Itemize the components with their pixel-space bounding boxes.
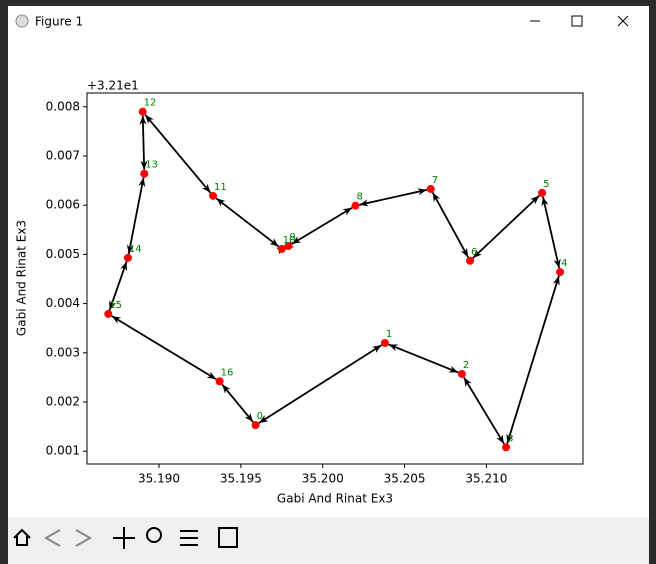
point [426,184,435,193]
point-label: 1 [386,329,392,340]
forward-button[interactable] [75,529,93,547]
x-tick-label: 35.205 [384,472,426,486]
arrow [258,344,383,424]
point [251,421,260,430]
arrow [388,343,459,374]
point [123,253,132,262]
point [215,377,224,386]
toolbar-buttons [13,527,238,549]
point [538,188,547,197]
y-tick-label: 0.007 [46,148,80,162]
point-label: 10 [283,235,296,246]
arrow [472,194,540,259]
y-tick-label: 0.005 [46,247,80,261]
arrow [221,383,254,423]
configure-button[interactable] [180,530,198,546]
arrow [541,196,561,269]
arrow [108,261,128,311]
point [140,169,149,178]
point-label: 7 [432,175,438,186]
y-tick-label: 0.008 [46,99,80,113]
y-tick-label: 0.003 [46,345,80,359]
arrow [463,376,505,445]
arrow [144,114,212,194]
arrow [291,206,353,245]
arrow [111,315,217,381]
point [138,107,147,116]
point-label: 4 [561,258,567,269]
point-label: 2 [463,360,469,371]
point-label: 8 [356,192,362,203]
point [284,242,293,251]
y-tick-label: 0.004 [46,296,80,310]
home-button[interactable] [13,528,31,546]
window-title: Figure 1 [35,15,83,29]
point [209,191,218,200]
arrow [506,275,560,444]
point-label: 11 [214,182,227,193]
y-axis-label: Gabi And Rinat Ex3 [15,220,29,336]
x-tick-label: 35.200 [302,472,344,486]
point-label: 12 [144,98,157,109]
arrow [139,115,148,170]
arrow [431,192,469,258]
point [466,256,475,265]
maximize-button[interactable] [571,15,583,27]
y-tick-label: 0.006 [46,198,80,212]
point-label: 9 [289,232,295,243]
y-offset-label: +3.21e1 [87,79,139,93]
point-label: 16 [221,367,234,378]
x-axis-label: Gabi And Rinat Ex3 [277,492,393,506]
point-label: 0 [257,411,263,422]
zoom-button[interactable] [146,527,162,543]
point [351,201,360,210]
point-label: 3 [507,433,513,444]
x-tick-label: 35.195 [220,472,262,486]
y-tick-label: 0.001 [46,444,80,458]
point-label: 5 [543,179,549,190]
point [457,369,466,378]
arrow [359,188,428,207]
axes [86,92,584,465]
point-label: 15 [109,300,122,311]
point-label: 14 [129,244,142,255]
point [104,309,113,318]
pan-button[interactable] [113,527,135,549]
close-button[interactable] [617,15,629,27]
point-label: 13 [145,160,158,171]
app-icon [15,14,29,28]
x-tick-label: 35.210 [465,472,507,486]
arrow [215,197,280,248]
y-tick-label: 0.002 [46,395,80,409]
point [380,338,389,347]
point [502,443,511,452]
save-button[interactable] [218,527,238,548]
point [556,268,565,277]
x-tick-label: 35.190 [138,472,180,486]
point-label: 6 [471,247,477,258]
toolbar [8,517,649,564]
arrow [126,177,146,255]
point [277,244,286,253]
back-button[interactable] [43,529,61,547]
